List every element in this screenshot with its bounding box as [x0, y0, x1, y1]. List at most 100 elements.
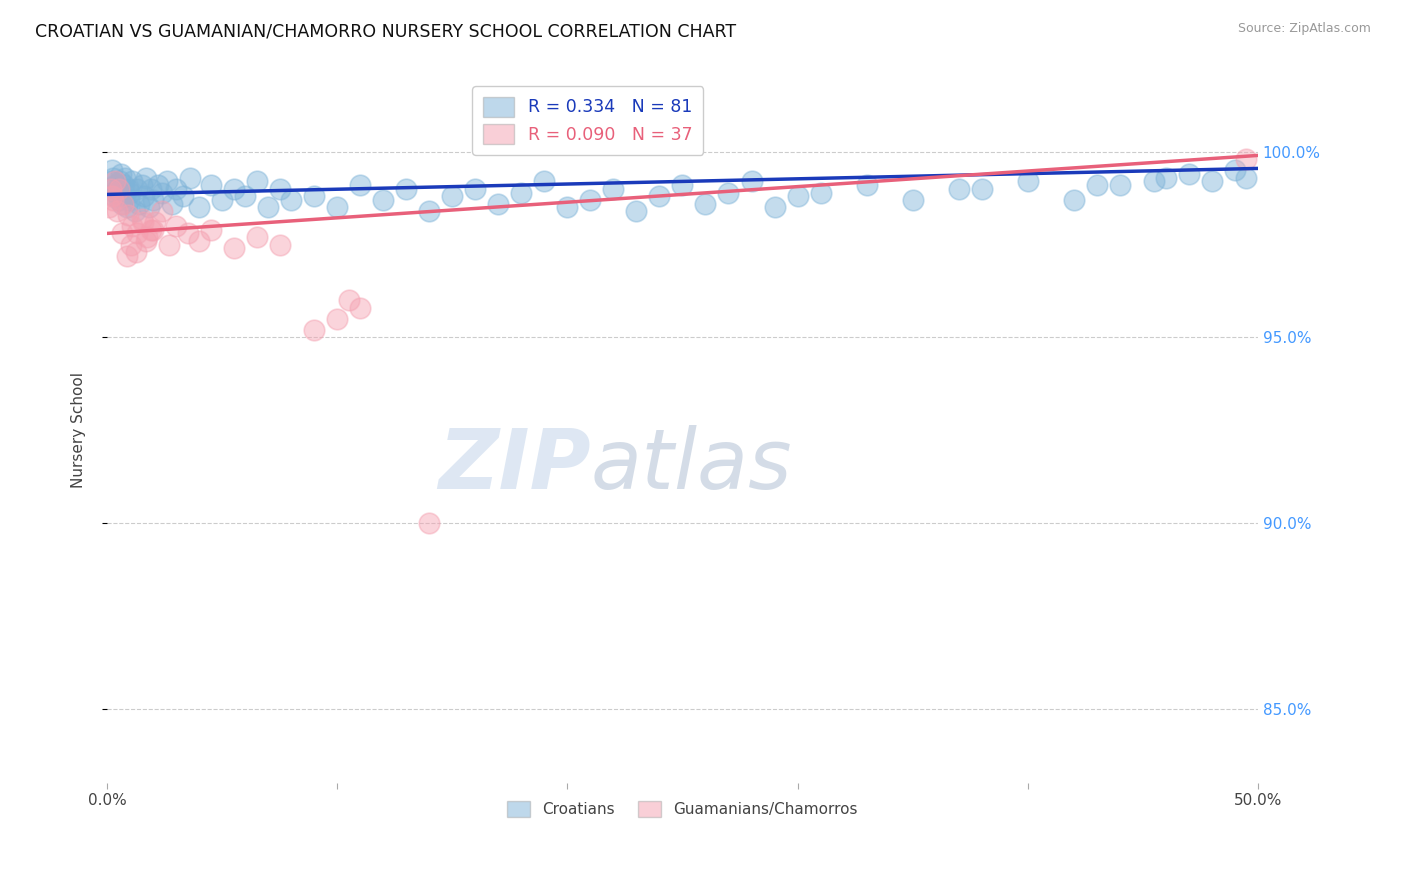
- Point: [1143, 174, 1166, 188]
- Point: [1063, 193, 1085, 207]
- Point: [117, 182, 139, 196]
- Point: [280, 193, 302, 207]
- Point: [118, 193, 141, 207]
- Point: [120, 186, 142, 200]
- Point: [107, 182, 129, 196]
- Text: Source: ZipAtlas.com: Source: ZipAtlas.com: [1237, 22, 1371, 36]
- Point: [233, 189, 256, 203]
- Point: [269, 237, 291, 252]
- Point: [557, 201, 579, 215]
- Point: [131, 178, 153, 193]
- Y-axis label: Nursery School: Nursery School: [72, 372, 86, 488]
- Point: [101, 193, 124, 207]
- Point: [165, 182, 187, 196]
- Point: [139, 223, 162, 237]
- Point: [112, 196, 135, 211]
- Point: [115, 249, 138, 263]
- Point: [142, 223, 165, 237]
- Point: [179, 170, 201, 185]
- Point: [176, 227, 198, 241]
- Point: [121, 174, 143, 188]
- Point: [100, 189, 122, 203]
- Point: [121, 219, 143, 233]
- Point: [222, 182, 245, 196]
- Point: [110, 167, 132, 181]
- Point: [104, 174, 127, 188]
- Point: [1017, 174, 1039, 188]
- Text: CROATIAN VS GUAMANIAN/CHAMORRO NURSERY SCHOOL CORRELATION CHART: CROATIAN VS GUAMANIAN/CHAMORRO NURSERY S…: [35, 22, 737, 40]
- Point: [103, 189, 125, 203]
- Point: [302, 323, 325, 337]
- Point: [602, 182, 624, 196]
- Point: [104, 178, 127, 193]
- Point: [128, 196, 150, 211]
- Point: [132, 189, 155, 203]
- Point: [100, 182, 122, 196]
- Point: [138, 201, 160, 215]
- Point: [188, 234, 211, 248]
- Point: [786, 189, 808, 203]
- Point: [135, 234, 157, 248]
- Point: [120, 237, 142, 252]
- Point: [948, 182, 970, 196]
- Point: [111, 227, 134, 241]
- Point: [533, 174, 555, 188]
- Point: [132, 215, 155, 229]
- Point: [139, 182, 162, 196]
- Point: [970, 182, 993, 196]
- Point: [257, 201, 280, 215]
- Point: [135, 170, 157, 185]
- Point: [160, 196, 183, 211]
- Point: [1178, 167, 1201, 181]
- Point: [111, 196, 134, 211]
- Point: [114, 170, 136, 185]
- Point: [112, 178, 135, 193]
- Point: [373, 193, 395, 207]
- Point: [131, 211, 153, 226]
- Point: [1234, 170, 1257, 185]
- Point: [901, 193, 924, 207]
- Point: [246, 230, 269, 244]
- Point: [441, 189, 464, 203]
- Text: ZIP: ZIP: [437, 425, 591, 506]
- Point: [418, 204, 440, 219]
- Point: [100, 174, 122, 188]
- Point: [108, 174, 131, 188]
- Point: [98, 201, 121, 215]
- Point: [486, 196, 509, 211]
- Point: [107, 204, 129, 219]
- Legend: Croatians, Guamanians/Chamorros: Croatians, Guamanians/Chamorros: [499, 794, 865, 825]
- Point: [125, 182, 148, 196]
- Point: [115, 201, 138, 215]
- Point: [1085, 178, 1108, 193]
- Point: [337, 293, 360, 308]
- Point: [100, 163, 122, 178]
- Point: [349, 178, 371, 193]
- Point: [1154, 170, 1177, 185]
- Point: [810, 186, 832, 200]
- Point: [117, 208, 139, 222]
- Point: [136, 230, 159, 244]
- Point: [172, 189, 194, 203]
- Point: [107, 193, 129, 207]
- Point: [269, 182, 291, 196]
- Point: [763, 201, 786, 215]
- Point: [579, 193, 602, 207]
- Point: [145, 215, 167, 229]
- Point: [510, 186, 533, 200]
- Point: [1108, 178, 1130, 193]
- Point: [326, 201, 349, 215]
- Point: [105, 186, 128, 200]
- Point: [349, 301, 371, 315]
- Point: [626, 204, 648, 219]
- Point: [112, 189, 135, 203]
- Point: [200, 223, 222, 237]
- Point: [326, 311, 349, 326]
- Point: [107, 182, 129, 196]
- Point: [101, 170, 124, 185]
- Point: [1201, 174, 1223, 188]
- Point: [156, 174, 179, 188]
- Point: [188, 201, 211, 215]
- Point: [302, 189, 325, 203]
- Point: [717, 186, 740, 200]
